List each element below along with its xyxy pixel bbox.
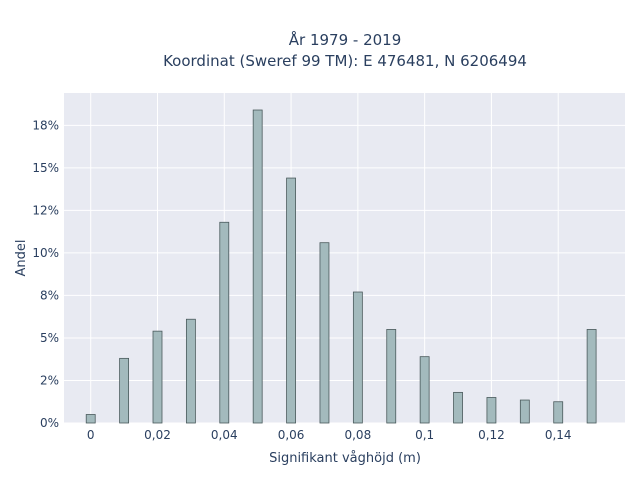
y-tick-label: 0% [40,416,59,430]
chart-title-line2: Koordinat (Sweref 99 TM): E 476481, N 62… [163,52,527,70]
x-tick-label: 0,1 [415,428,434,442]
y-axis-ticks: 0% 2% 5% 8% 10% 12% 15% 18% [32,118,59,430]
bar [386,329,397,424]
bar [286,177,296,424]
bar [85,414,96,424]
x-tick-label: 0,06 [278,428,305,442]
bar [119,357,130,424]
y-tick-label: 2% [40,373,59,387]
x-tick-label: 0,12 [478,428,505,442]
x-axis-title: Signifikant våghöjd (m) [269,451,421,466]
y-tick-label: 8% [40,288,59,302]
bar [252,109,263,424]
bar [185,318,196,424]
x-tick-label: 0,04 [211,428,238,442]
y-tick-label: 10% [32,246,59,260]
x-axis-ticks: 0 0,02 0,04 0,06 0,08 0,1 0,12 0,14 [87,428,572,442]
bar [319,242,330,424]
y-tick-label: 18% [32,118,59,132]
plot-area [64,93,625,423]
y-tick-label: 15% [32,161,59,175]
bar [152,330,163,424]
bar [553,401,564,424]
bar [453,391,463,424]
chart-title-line1: År 1979 - 2019 [289,30,402,49]
bar [219,221,230,424]
y-tick-label: 5% [40,331,59,345]
x-tick-label: 0,02 [144,428,171,442]
bar [519,399,530,424]
y-tick-label: 12% [32,203,59,217]
bars [85,109,597,424]
y-axis-title: Andel [14,240,29,277]
x-tick-label: 0,08 [344,428,371,442]
bar [419,356,430,424]
bar [352,291,363,424]
bar [586,329,597,424]
bar [486,397,497,424]
x-tick-label: 0 [87,428,95,442]
x-tick-label: 0,14 [545,428,572,442]
